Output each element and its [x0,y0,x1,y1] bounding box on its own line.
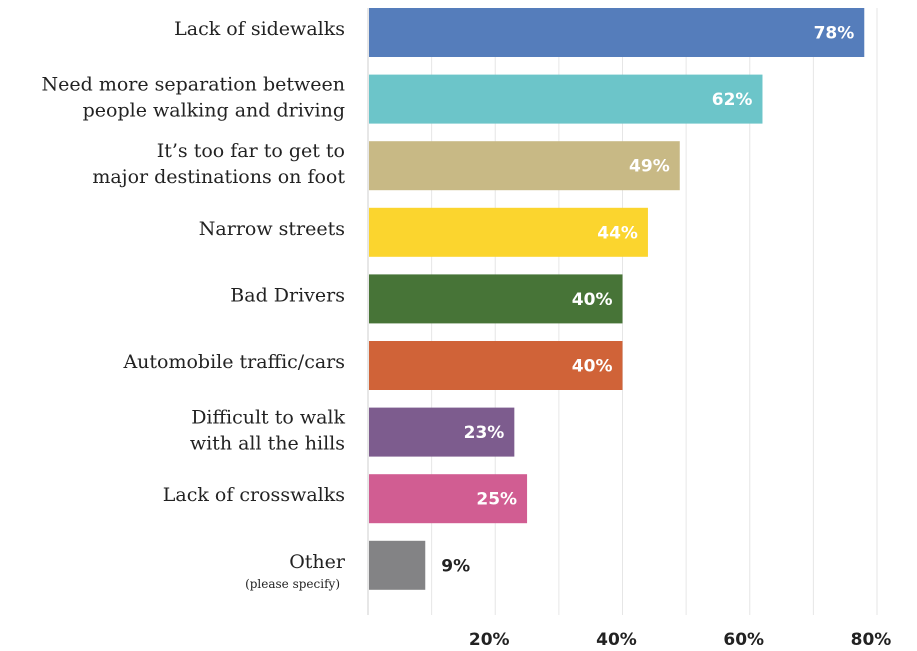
data-label-1: 62% [712,90,753,110]
x-tick-label-60: 60% [723,630,764,650]
bar-5 [369,341,623,390]
category-label-7-line-0: Lack of crosswalks [163,484,345,506]
x-tick-label-80: 80% [851,630,892,650]
data-label-6: 23% [464,423,505,443]
x-tick-label-20: 20% [469,630,510,650]
bar-6 [369,407,515,457]
bar-8 [369,540,426,590]
category-label-1-line-0: Need more separation between [42,74,346,96]
category-label-3-line-0: Narrow streets [199,218,345,240]
category-label-6-line-1: with all the hills [190,433,345,455]
bar-2 [369,141,680,191]
category-label-6-line-0: Difficult to walk [191,407,345,429]
bars: 78% 62% 49% 44% 40% 40% 23% 25% 9% [369,8,865,590]
data-label-8: 9% [441,556,470,576]
bar-4 [369,274,623,324]
data-label-2: 49% [629,157,670,177]
bar-0 [369,8,865,57]
data-label-4: 40% [572,290,613,310]
category-label-0-line-0: Lack of sidewalks [174,18,345,40]
x-tick-label-40: 40% [596,630,637,650]
category-label-1-line-1: people walking and driving [83,100,345,122]
bar-7 [369,474,528,524]
category-label-8-line-0: Other [289,551,346,573]
category-sublabel-8: (please specify) [245,577,340,591]
bar-3 [369,207,648,257]
data-label-5: 40% [572,357,613,377]
x-axis-ticks: 20% 40% 60% 80% [469,630,891,650]
category-label-5-line-0: Automobile traffic/cars [122,351,345,373]
bar-1 [369,74,763,124]
data-label-3: 44% [597,223,638,243]
category-label-4-line-0: Bad Drivers [230,284,345,306]
data-label-7: 25% [476,490,517,510]
category-label-2-line-1: major destinations on foot [92,166,345,188]
data-label-0: 78% [814,24,855,44]
category-labels: Lack of sidewalks Need more separation be… [42,18,346,591]
category-label-2-line-0: It’s too far to get to [157,140,345,162]
